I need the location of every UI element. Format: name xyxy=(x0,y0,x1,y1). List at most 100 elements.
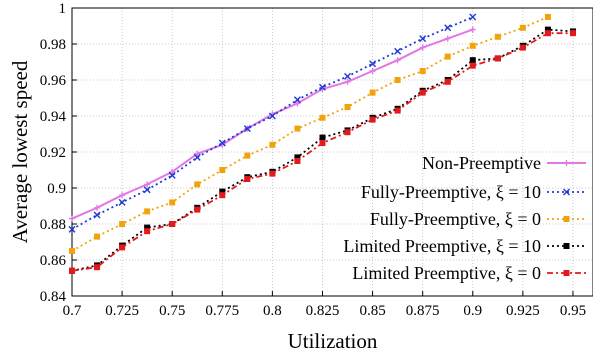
series-2-point xyxy=(194,181,201,188)
series-0-point xyxy=(444,35,451,42)
legend-swatch-3-point xyxy=(563,243,570,249)
series-2-point xyxy=(219,167,226,173)
series-1-point xyxy=(293,96,301,104)
series-2-point xyxy=(269,141,276,148)
series-4-point xyxy=(344,129,351,136)
series-4-point xyxy=(444,78,451,85)
legend-label: Limited Preemptive, ξ = 10 xyxy=(343,236,541,256)
series-2 xyxy=(69,14,551,254)
y-tick-label: 0.92 xyxy=(40,145,66,161)
x-tick-label: 0.75 xyxy=(159,303,185,319)
series-4-point xyxy=(319,140,326,146)
series-0-point xyxy=(469,26,476,33)
series-4-point xyxy=(269,170,276,177)
series-1 xyxy=(68,13,477,233)
x-tick-label: 0.875 xyxy=(406,303,440,319)
series-4 xyxy=(69,30,576,274)
series-0-point xyxy=(119,192,126,199)
series-3-line xyxy=(71,28,574,272)
series-1-point xyxy=(469,13,477,21)
series-group xyxy=(68,13,576,274)
axis-ticks: 0.84 0.86 0.88 0.9 0.92 0.94 0.96 0.98 1 0.7 0.725… xyxy=(40,1,586,319)
series-4-point xyxy=(244,176,251,182)
series-1-point xyxy=(419,35,427,43)
series-4-point xyxy=(294,158,301,164)
x-axis-label: Utilization xyxy=(288,329,378,353)
legend-label: Limited Preemptive, ξ = 0 xyxy=(352,263,541,283)
series-4-point xyxy=(369,116,376,123)
series-2-point xyxy=(244,152,251,159)
series-4-point xyxy=(69,267,75,274)
x-tick-label: 0.725 xyxy=(105,303,139,319)
y-axis-label: Average lowest speed xyxy=(8,60,32,243)
series-4-point xyxy=(494,55,501,62)
legend-entry-0: Non-Preemptive xyxy=(422,153,586,173)
series-2-point xyxy=(369,89,376,96)
series-1-point xyxy=(444,24,452,32)
x-tick-label: 0.775 xyxy=(205,303,239,319)
series-4-point xyxy=(544,30,551,37)
legend-swatch-2-point xyxy=(563,216,570,222)
series-2-point xyxy=(519,24,526,31)
series-0-point xyxy=(394,57,401,64)
series-0-point xyxy=(344,78,351,85)
y-tick-label: 1 xyxy=(59,1,67,17)
series-1-point xyxy=(118,198,126,206)
legend-entry-4: Limited Preemptive, ξ = 0 xyxy=(352,263,586,283)
series-1-point xyxy=(143,186,151,194)
series-2-point xyxy=(419,68,426,74)
series-1-point xyxy=(168,171,176,179)
legend-swatch-0-point xyxy=(563,160,570,166)
series-1-point xyxy=(68,225,76,233)
series-2-point xyxy=(394,77,401,83)
series-2-point xyxy=(344,104,351,110)
series-2-point xyxy=(69,248,75,254)
series-3-point xyxy=(144,224,151,231)
y-tick-label: 0.9 xyxy=(47,181,66,197)
y-tick-label: 0.98 xyxy=(40,37,66,53)
series-3-point xyxy=(319,134,326,141)
series-4-point xyxy=(394,107,401,114)
legend-swatch-4-point xyxy=(563,270,570,276)
legend: Non-Preemptive Fully-Preemptive, ξ = 10 Fu… xyxy=(343,153,586,283)
series-1-point xyxy=(243,125,251,133)
series-4-point xyxy=(419,89,426,96)
series-4-point xyxy=(219,192,226,199)
legend-label: Non-Preemptive xyxy=(422,153,541,173)
y-tick-label: 0.88 xyxy=(40,217,66,233)
x-tick-label: 0.8 xyxy=(263,303,282,319)
series-1-point xyxy=(193,153,201,161)
series-2-point xyxy=(319,114,326,121)
y-tick-label: 0.86 xyxy=(40,253,67,269)
legend-entry-2: Fully-Preemptive, ξ = 0 xyxy=(370,209,586,229)
legend-entry-3: Limited Preemptive, ξ = 10 xyxy=(343,236,586,256)
series-2-point xyxy=(294,125,301,132)
series-0-point xyxy=(169,168,176,175)
y-tick-label: 0.84 xyxy=(40,289,67,305)
series-3-point xyxy=(469,57,476,64)
series-4-point xyxy=(119,244,126,251)
series-2-point xyxy=(469,42,476,49)
series-0-point xyxy=(369,68,376,74)
x-tick-label: 0.7 xyxy=(63,303,82,319)
series-4-point xyxy=(194,206,201,213)
series-4-point xyxy=(94,264,101,271)
series-4-point xyxy=(144,228,151,235)
series-0-point xyxy=(144,181,151,188)
series-4-point xyxy=(569,30,576,37)
series-0-point xyxy=(69,215,75,222)
series-1-point xyxy=(318,83,326,91)
series-2-point xyxy=(119,221,126,227)
series-1-point xyxy=(268,112,276,120)
series-2-point xyxy=(544,14,551,20)
series-3-point xyxy=(219,188,226,195)
series-3-point xyxy=(544,26,551,33)
series-3-point xyxy=(294,154,301,161)
x-tick-label: 0.85 xyxy=(359,303,385,319)
x-tick-label: 0.925 xyxy=(506,303,540,319)
series-4-point xyxy=(469,62,476,69)
series-4-point xyxy=(169,221,176,227)
legend-swatch-1-point xyxy=(563,188,570,196)
legend-label: Fully-Preemptive, ξ = 10 xyxy=(361,182,541,202)
